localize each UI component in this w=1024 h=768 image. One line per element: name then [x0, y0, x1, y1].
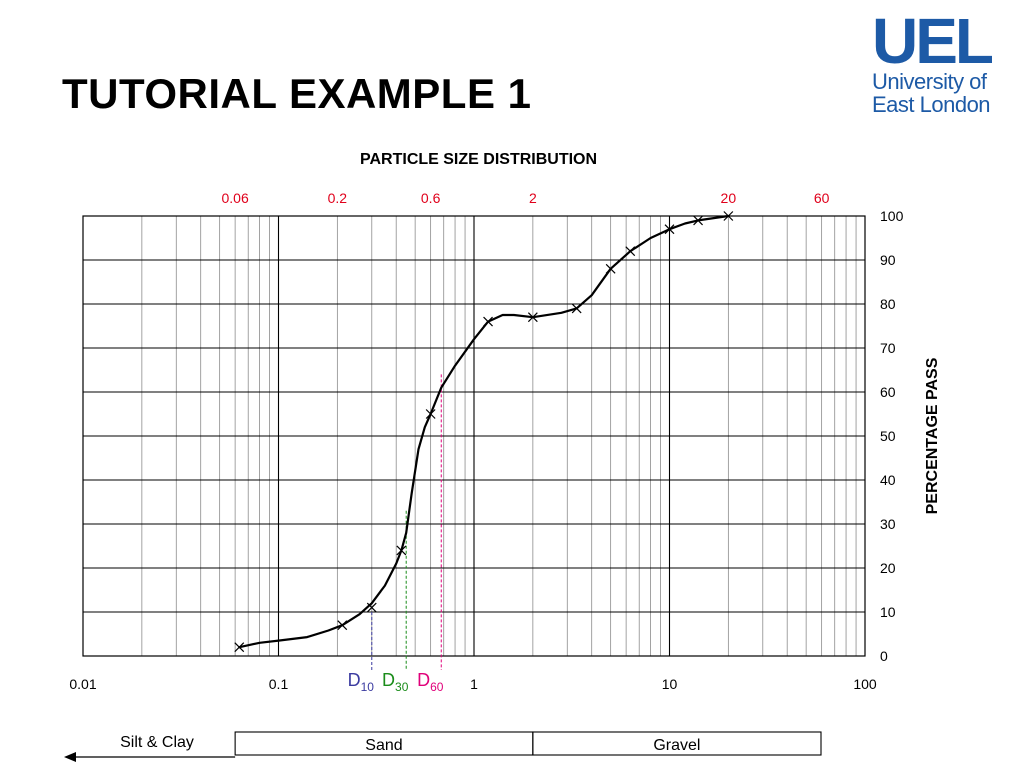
d-label-subscript: 10	[361, 680, 375, 694]
top-tick-label: 60	[814, 190, 830, 206]
d-label: D10	[348, 670, 375, 694]
y-tick-label: 0	[880, 648, 888, 664]
logo-line-1: University of	[872, 69, 987, 94]
grading-curve-line	[238, 214, 730, 649]
marker-stroke	[527, 312, 538, 323]
top-tick-label: 2	[529, 190, 537, 206]
y-tick-labels: 0 10 20 30 40 50 60 70 80 90 100	[880, 208, 904, 664]
y-tick-label: 10	[880, 604, 896, 620]
data-point-marker	[234, 642, 245, 653]
marker-stroke	[366, 602, 377, 613]
marker-stroke	[625, 246, 636, 257]
data-point-marker	[625, 246, 636, 257]
marker-stroke	[664, 224, 675, 235]
data-point-marker	[664, 224, 675, 235]
d-label: D60	[417, 670, 444, 694]
d-label-subscript: 30	[395, 680, 409, 694]
marker-stroke	[483, 316, 493, 327]
data-point-marker	[605, 263, 616, 274]
data-point-marker	[366, 602, 377, 613]
y-tick-label: 70	[880, 340, 896, 356]
uel-logo: UEL University of East London	[872, 5, 1018, 117]
marker-stroke	[425, 409, 436, 419]
y-tick-label: 20	[880, 560, 896, 576]
marker-stroke	[605, 263, 616, 274]
marker-stroke	[396, 545, 407, 556]
top-tick-labels: 0.06 0.2 0.6 2 20 60	[222, 190, 830, 206]
y-tick-label: 40	[880, 472, 896, 488]
soil-band-label: Silt & Clay	[120, 734, 194, 751]
data-point-marker	[527, 312, 538, 323]
d-annotations: D10 D30 D60	[348, 374, 444, 694]
data-point-marker	[723, 211, 734, 221]
logo-mark: UEL	[872, 5, 994, 77]
x-tick-label: 0.1	[269, 676, 289, 692]
silt-clay-arrow-head	[64, 752, 76, 762]
data-point-marker	[483, 316, 493, 327]
y-tick-label: 100	[880, 208, 904, 224]
data-point-marker	[693, 215, 703, 226]
data-point-marker	[337, 620, 348, 631]
x-tick-label: 10	[662, 676, 678, 692]
plot-frame	[82, 215, 866, 657]
slide-title: TUTORIAL EXAMPLE 1	[62, 70, 532, 117]
y-tick-label: 60	[880, 384, 896, 400]
top-tick-label: 0.6	[421, 190, 441, 206]
x-tick-label: 1	[470, 676, 478, 692]
y-tick-label: 80	[880, 296, 896, 312]
grading-curve	[234, 211, 734, 653]
marker-stroke	[693, 215, 703, 226]
top-tick-label: 20	[721, 190, 737, 206]
top-tick-label: 0.2	[328, 190, 348, 206]
logo-line-2: East London	[872, 92, 991, 117]
y-tick-label: 50	[880, 428, 896, 444]
x-tick-label: 0.01	[69, 676, 96, 692]
marker-stroke	[337, 620, 348, 631]
data-point-marker	[425, 409, 436, 419]
soil-classification: Silt & Clay Sand Gravel	[64, 731, 822, 762]
d-label-subscript: 60	[430, 680, 444, 694]
x-tick-label: 100	[853, 676, 877, 692]
soil-band-box	[532, 731, 822, 756]
data-point-marker	[571, 303, 582, 314]
marker-stroke	[723, 211, 734, 221]
y-axis-label: PERCENTAGE PASS	[924, 357, 941, 514]
grid	[83, 215, 865, 657]
x-tick-labels: 0.01 0.1 1 10 100	[69, 676, 877, 692]
top-tick-label: 0.06	[222, 190, 249, 206]
y-tick-label: 30	[880, 516, 896, 532]
d-label: D30	[382, 670, 409, 694]
y-tick-label: 90	[880, 252, 896, 268]
data-point-marker	[396, 545, 407, 556]
chart-title: PARTICLE SIZE DISTRIBUTION	[360, 151, 598, 168]
marker-stroke	[234, 642, 245, 653]
soil-band-label: Gravel	[653, 737, 700, 754]
marker-stroke	[571, 303, 582, 314]
soil-band-label: Sand	[365, 737, 402, 754]
